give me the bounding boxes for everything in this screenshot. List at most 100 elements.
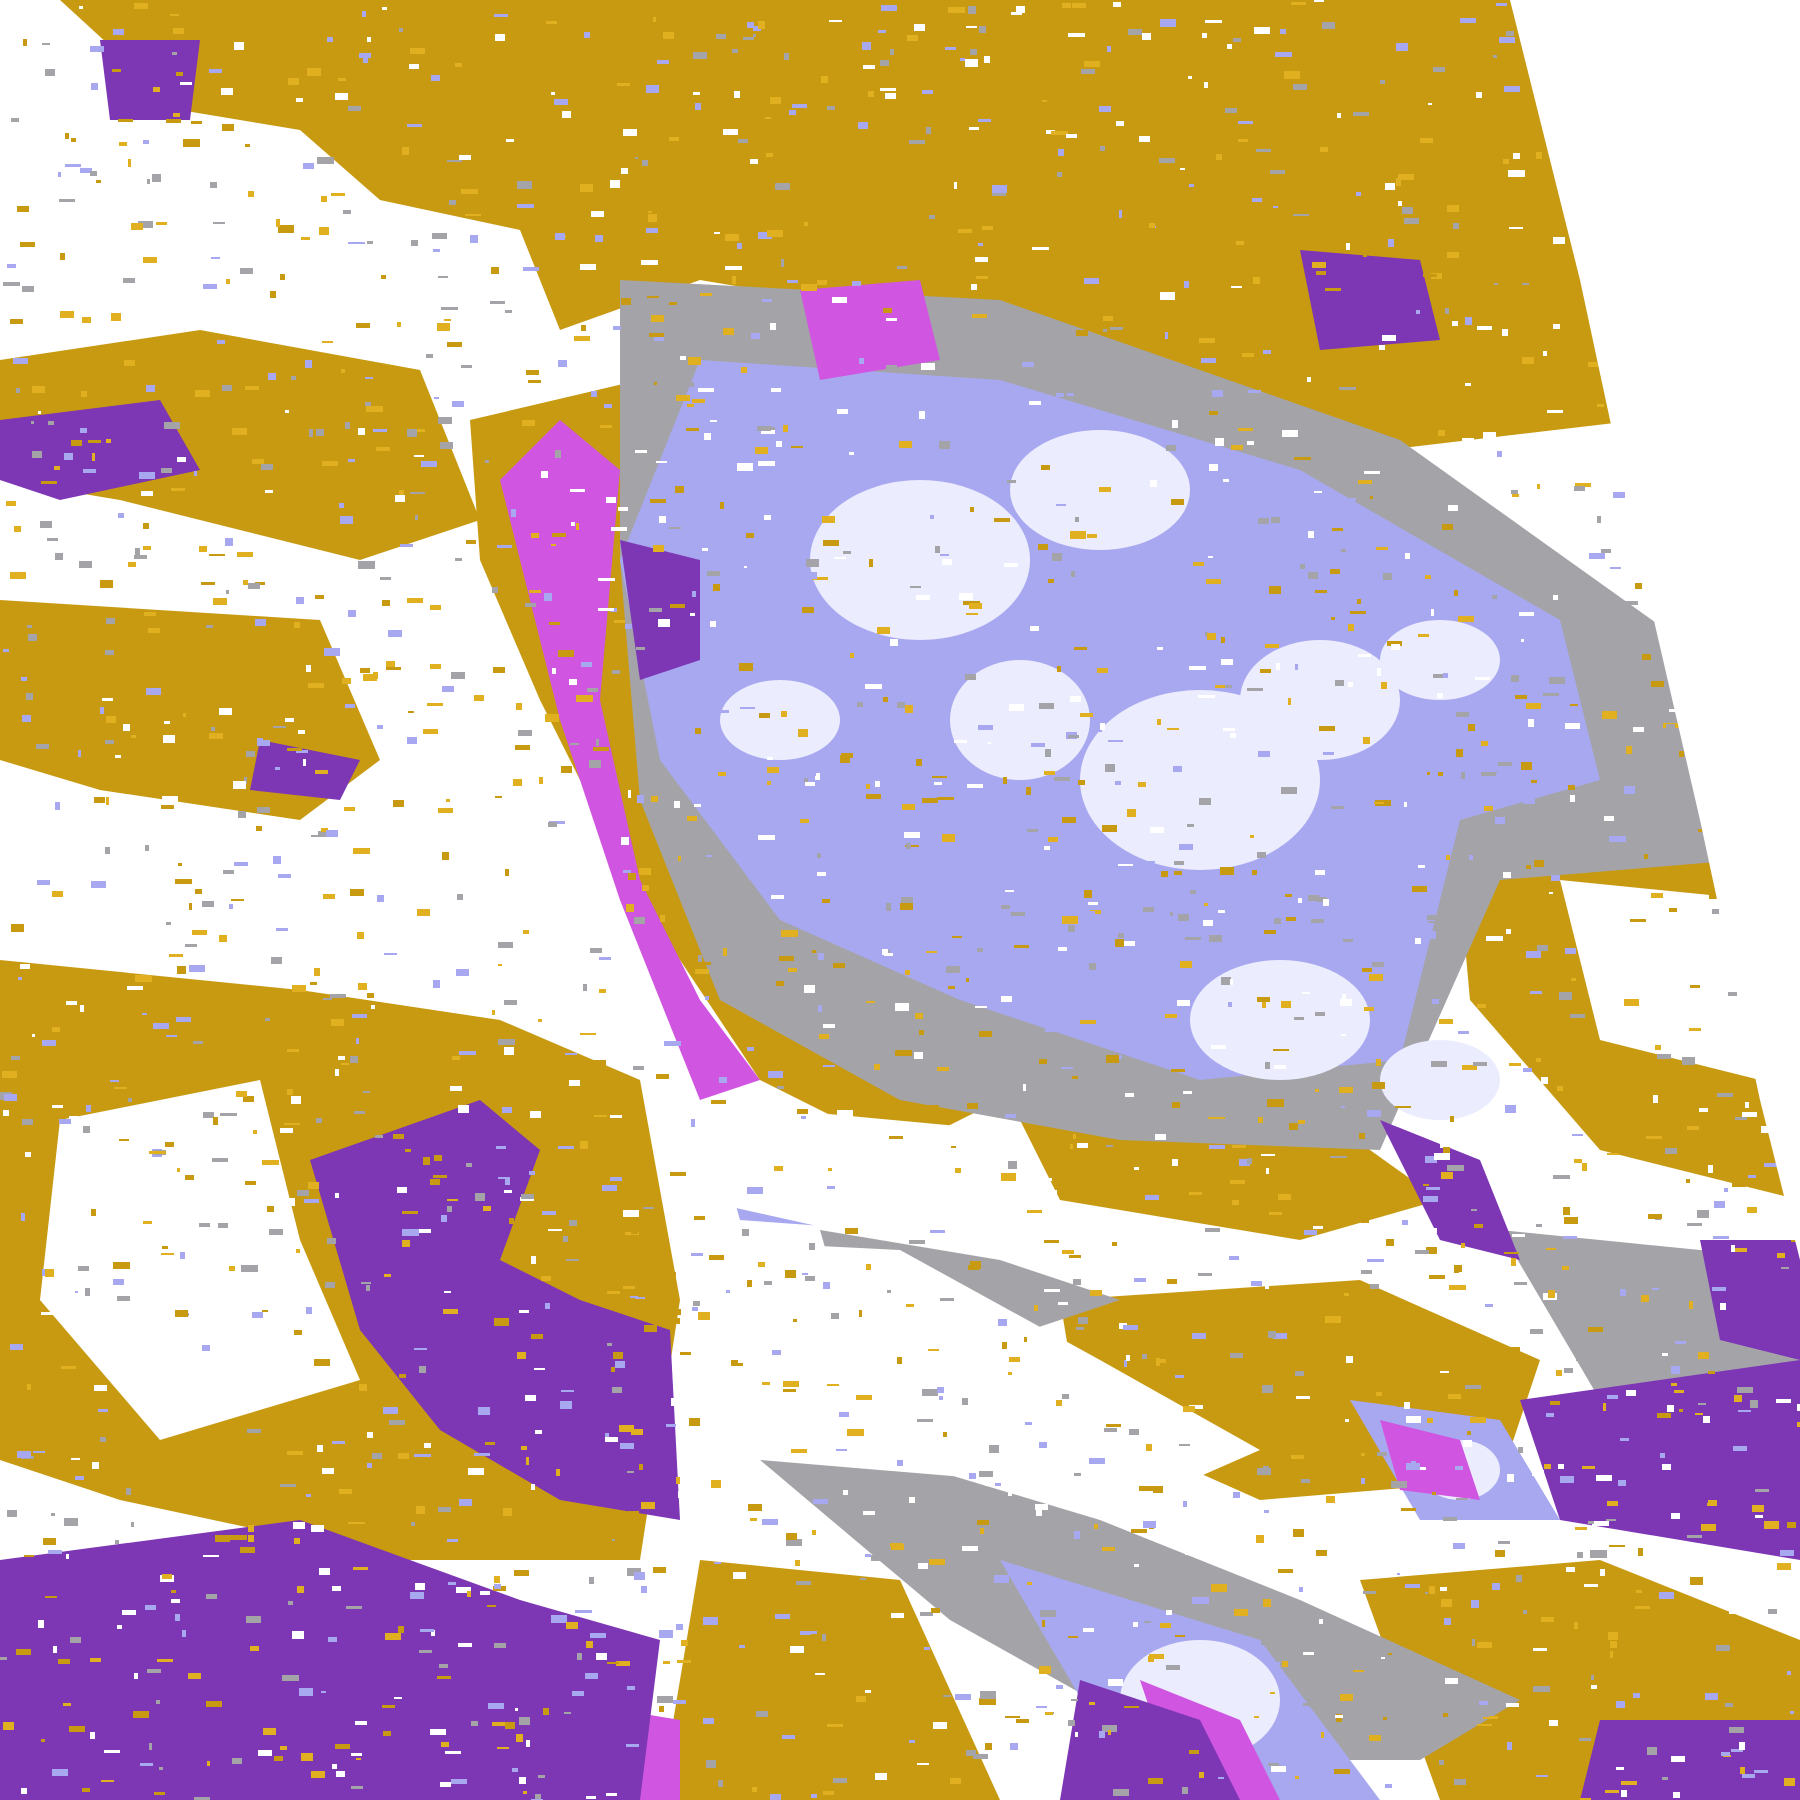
speckle: [166, 1035, 177, 1037]
speckle: [289, 1351, 294, 1356]
speckle: [1532, 1470, 1544, 1476]
speckle: [531, 1484, 535, 1490]
speckle: [382, 1705, 395, 1708]
speckle: [367, 1432, 373, 1438]
speckle: [630, 1296, 638, 1298]
speckle: [240, 268, 253, 274]
speckle: [180, 82, 192, 85]
speckle: [106, 439, 111, 443]
speckle: [389, 1420, 405, 1425]
speckle: [558, 360, 567, 367]
speckle: [1492, 1583, 1500, 1590]
speckle: [1353, 112, 1369, 116]
speckle: [348, 459, 355, 462]
speckle: [611, 1367, 615, 1372]
speckle: [31, 421, 34, 424]
speckle: [610, 180, 620, 188]
speckle: [1261, 1642, 1268, 1645]
speckle: [680, 1352, 691, 1355]
speckle: [656, 461, 667, 463]
speckle: [831, 473, 846, 478]
speckle: [113, 1279, 124, 1285]
speckle: [1257, 852, 1266, 858]
speckle: [367, 993, 374, 998]
speckle: [293, 1522, 305, 1529]
speckle: [405, 1149, 411, 1152]
speckle: [1550, 1401, 1560, 1405]
speckle: [1125, 1093, 1134, 1097]
speckle: [1438, 430, 1445, 436]
speckle: [1558, 1464, 1564, 1469]
speckle: [177, 1039, 189, 1047]
speckle: [747, 22, 754, 28]
speckle: [891, 754, 906, 759]
speckle: [985, 1743, 992, 1750]
speckle: [663, 1661, 670, 1664]
speckle: [1539, 326, 1553, 331]
speckle: [1268, 1763, 1279, 1766]
speckle: [474, 695, 484, 701]
speckle: [264, 390, 274, 393]
speckle: [526, 1457, 529, 1465]
speckle: [139, 472, 155, 479]
speckle: [1062, 1250, 1074, 1254]
speckle: [1445, 308, 1449, 314]
speckle: [924, 1647, 930, 1650]
speckle: [723, 948, 727, 956]
speckle: [1606, 1714, 1610, 1720]
speckle: [804, 778, 808, 783]
speckle: [1223, 479, 1229, 482]
speckle: [779, 956, 794, 961]
speckle: [59, 1119, 71, 1124]
speckle: [989, 1445, 999, 1453]
speckle: [672, 1306, 677, 1310]
speckle: [1600, 627, 1607, 630]
speckle: [1074, 1473, 1081, 1476]
speckle: [967, 1103, 978, 1109]
speckle: [770, 323, 776, 330]
speckle: [1209, 464, 1218, 471]
speckle: [492, 1722, 505, 1726]
speckle: [398, 1453, 409, 1459]
speckle: [731, 1360, 743, 1366]
speckle: [833, 963, 845, 968]
speckle: [940, 554, 949, 556]
speckle: [822, 899, 830, 903]
speckle: [356, 1758, 361, 1760]
speckle: [1106, 1145, 1113, 1147]
speckle: [447, 342, 462, 347]
speckle: [759, 713, 770, 718]
speckle: [1698, 1352, 1709, 1359]
speckle: [248, 1535, 254, 1542]
speckle: [111, 313, 121, 321]
speckle: [323, 894, 335, 899]
speckle: [4, 1094, 17, 1101]
speckle: [1415, 1250, 1429, 1254]
speckle: [1423, 274, 1437, 277]
speckle: [919, 411, 925, 419]
speckle: [677, 1660, 691, 1663]
speckle: [549, 622, 560, 625]
speckle: [66, 1001, 77, 1005]
speckle: [781, 930, 798, 937]
speckle: [774, 1166, 783, 1171]
speckle: [1519, 612, 1534, 616]
speckle: [580, 264, 596, 270]
speckle: [1776, 1399, 1791, 1403]
speckle: [1784, 1778, 1795, 1786]
speckle: [449, 200, 456, 205]
speckle: [1199, 1772, 1204, 1778]
speckle: [311, 1771, 325, 1778]
speckle: [1644, 854, 1648, 859]
speckle: [1406, 1463, 1420, 1470]
speckle: [1737, 1387, 1753, 1393]
speckle: [316, 307, 326, 314]
speckle: [1676, 995, 1681, 998]
speckle: [583, 984, 587, 991]
speckle: [345, 704, 355, 708]
speckle: [22, 715, 31, 722]
speckle: [1441, 1172, 1453, 1179]
speckle: [371, 1005, 375, 1009]
speckle: [90, 171, 97, 176]
speckle: [1309, 1239, 1320, 1246]
